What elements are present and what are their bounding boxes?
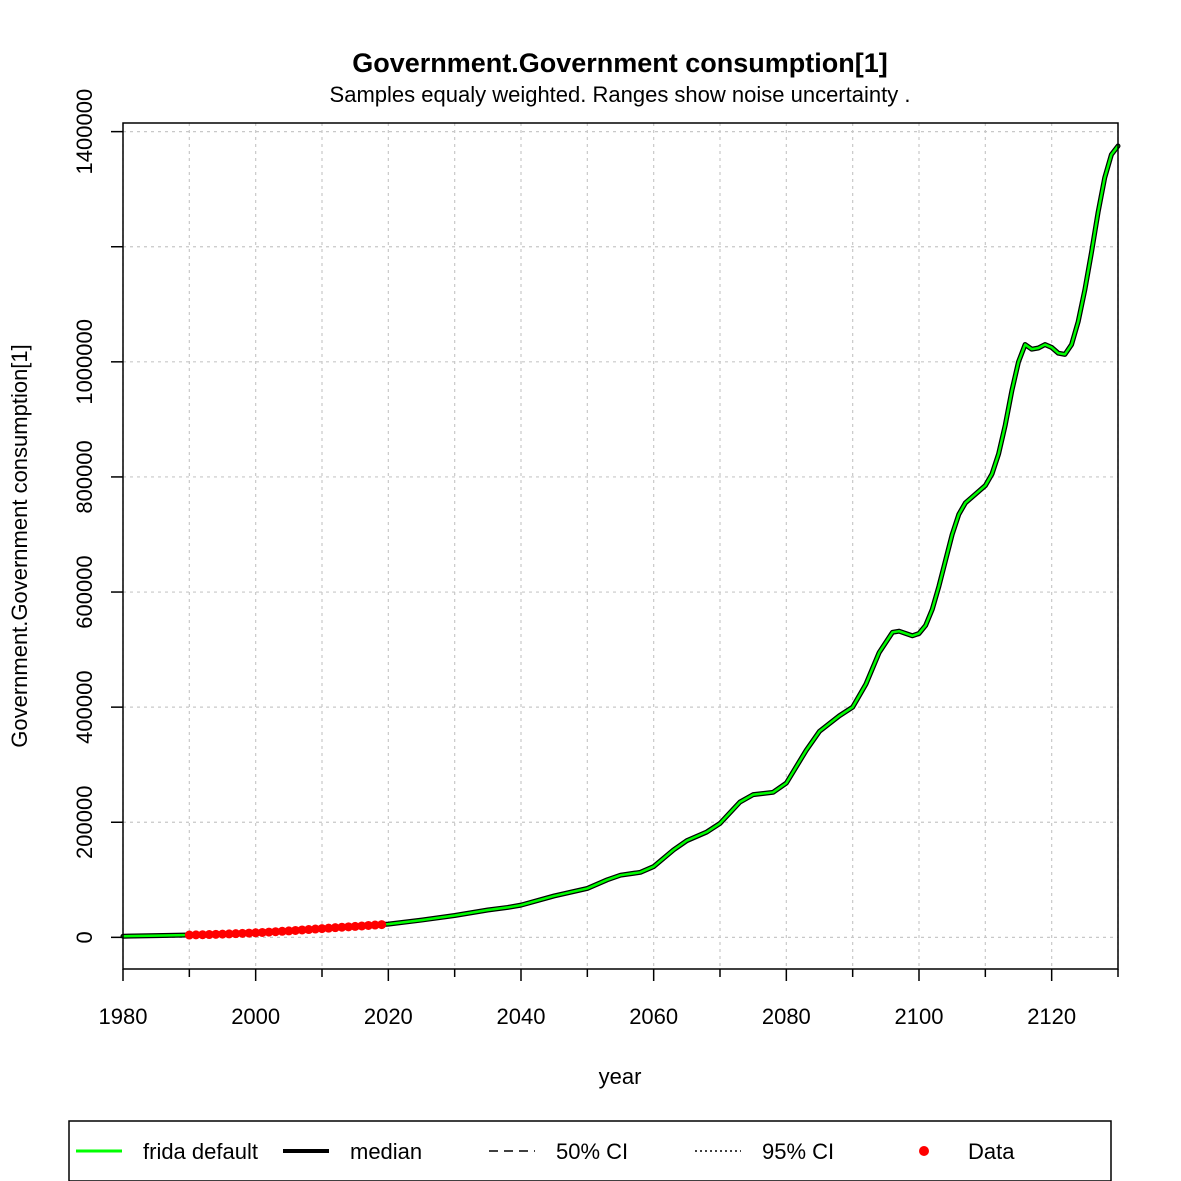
- y-axis: 0 200000 400000 600000 800000 1000000 1400000: [72, 89, 123, 943]
- plot-series: [120, 143, 1121, 939]
- legend-label-50-ci: 50% CI: [556, 1139, 628, 1164]
- data-points: [184, 920, 387, 940]
- data-point: [191, 930, 201, 940]
- legend-label-95-ci: 95% CI: [762, 1139, 834, 1164]
- data-point: [363, 920, 373, 930]
- data-point: [271, 927, 281, 937]
- x-tick-label: 2000: [231, 1004, 280, 1029]
- data-point: [204, 930, 214, 940]
- x-tick-label: 2120: [1027, 1004, 1076, 1029]
- y-axis-label: Government.Government consumption[1]: [7, 344, 32, 748]
- legend-swatch-data: [919, 1146, 929, 1156]
- data-point: [330, 923, 340, 933]
- legend-label-data: Data: [968, 1139, 1015, 1164]
- data-point: [264, 927, 274, 937]
- data-point: [231, 929, 241, 939]
- plot-frame: [122, 122, 1119, 970]
- data-point: [290, 925, 300, 935]
- data-point: [337, 922, 347, 932]
- y-tick-label: 800000: [72, 440, 97, 513]
- y-tick-label: 400000: [72, 670, 97, 743]
- legend-item-data: Data: [919, 1139, 1015, 1164]
- data-point: [224, 929, 234, 939]
- data-point: [350, 921, 360, 931]
- legend-item-median: median: [283, 1139, 422, 1164]
- x-axis: 1980 2000 2020 2040 2060 2080 2100 2120: [99, 969, 1119, 1029]
- chart-title: Government.Government consumption[1]: [352, 48, 888, 78]
- data-point: [184, 930, 194, 940]
- data-point: [284, 926, 294, 936]
- data-point: [357, 921, 367, 931]
- data-point: [244, 928, 254, 938]
- x-tick-label: 2040: [497, 1004, 546, 1029]
- y-tick-label: 0: [72, 931, 97, 943]
- legend-label-median: median: [350, 1139, 422, 1164]
- data-point: [297, 925, 307, 935]
- data-point: [257, 927, 267, 937]
- data-point: [344, 922, 354, 932]
- legend-item-50-ci: 50% CI: [489, 1139, 628, 1164]
- data-point: [324, 923, 334, 933]
- x-tick-label: 2060: [629, 1004, 678, 1029]
- data-point: [317, 924, 327, 934]
- data-point: [370, 920, 380, 930]
- y-tick-label: 200000: [72, 786, 97, 859]
- data-point: [218, 929, 227, 939]
- x-tick-label: 2020: [364, 1004, 413, 1029]
- legend-label-frida-default: frida default: [143, 1139, 258, 1164]
- data-point: [377, 920, 387, 930]
- data-point: [237, 928, 247, 938]
- grid: [122, 123, 1119, 969]
- legend: frida default median 50% CI 95% CI Data: [68, 1120, 1112, 1181]
- chart-subtitle: Samples equaly weighted. Ranges show noi…: [330, 82, 911, 107]
- data-point: [211, 929, 221, 939]
- median-line: [120, 143, 1121, 939]
- x-axis-label: year: [599, 1064, 642, 1089]
- data-point: [310, 924, 320, 934]
- legend-box: [68, 1120, 1112, 1181]
- x-tick-label: 2080: [762, 1004, 811, 1029]
- x-tick-label: 2100: [895, 1004, 944, 1029]
- y-tick-label: 1400000: [72, 89, 97, 175]
- data-point: [198, 930, 208, 940]
- data-point: [251, 928, 261, 938]
- y-tick-label: 1000000: [72, 319, 97, 405]
- legend-item-95-ci: 95% CI: [695, 1139, 834, 1164]
- legend-item-frida-default: frida default: [76, 1139, 258, 1164]
- x-tick-label: 1980: [99, 1004, 148, 1029]
- frida-default-line: [121, 144, 1120, 938]
- y-tick-label: 600000: [72, 555, 97, 628]
- data-point: [277, 926, 287, 936]
- data-point: [304, 925, 314, 935]
